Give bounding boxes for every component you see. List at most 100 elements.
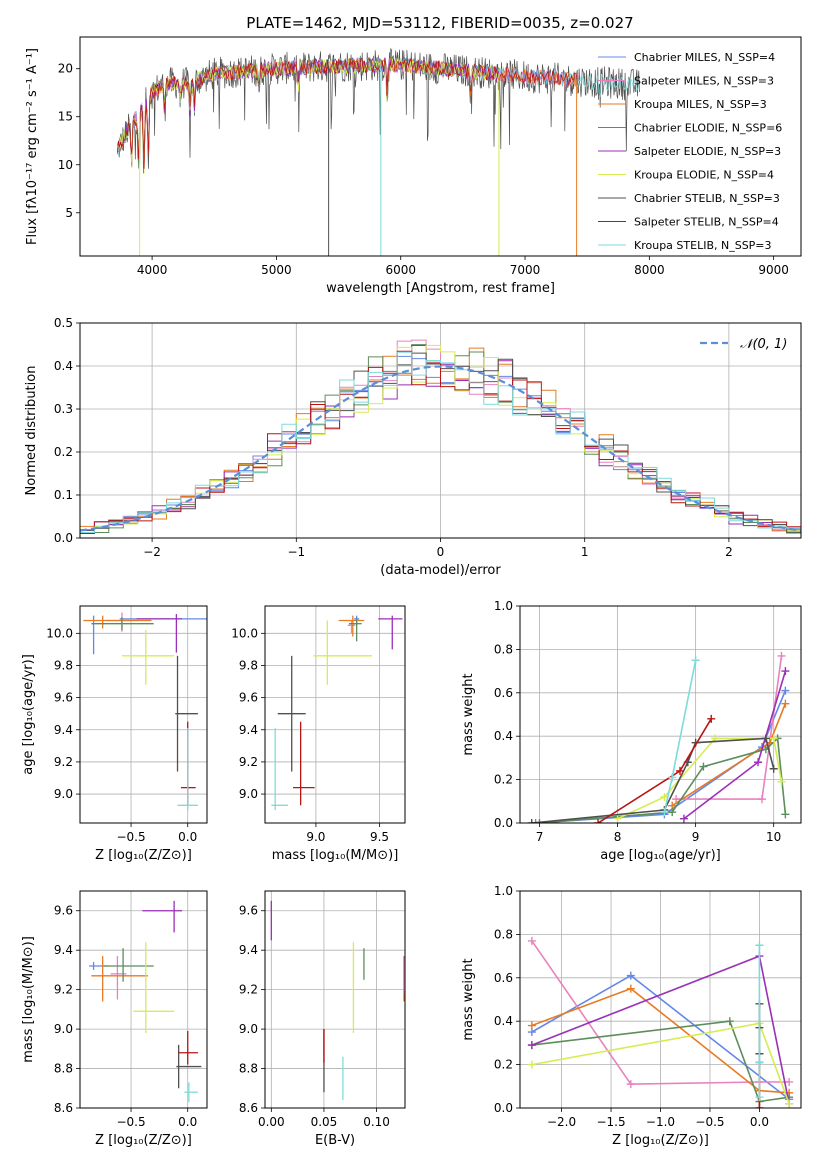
x-tick-label: 8000	[634, 263, 665, 277]
y-tick-label: 8.6	[239, 1101, 258, 1115]
y-axis-label: mass [log₁₀(M/M⊙)]	[21, 936, 36, 1063]
spectrum-line	[117, 47, 640, 174]
errorbar-point	[293, 721, 315, 806]
x-tick-label: 9000	[758, 263, 789, 277]
mass-vs-ebv-panel: 0.00 0.05 0.10 8.6 8.8 9.0 9.2 9.4 9.6 E(B-V)	[239, 890, 406, 1148]
y-tick-label: 1.0	[494, 884, 513, 898]
y-tick-label: 8.6	[54, 1101, 73, 1115]
x-axis-label: wavelength [Angstrom, rest frame]	[326, 281, 555, 296]
weight-marker	[676, 766, 685, 775]
weight-marker	[781, 686, 790, 695]
y-tick-label: 8.8	[54, 1062, 73, 1076]
weight-marker	[626, 984, 635, 993]
x-tick-label: 2	[725, 545, 733, 559]
x-tick-label: 7000	[510, 263, 541, 277]
age-vs-mass-panel: 9.0 9.5 9.0 9.2 9.4 9.6 9.8 10.0 mass [log₁₀(M/M…	[231, 605, 406, 863]
errorbar-point	[338, 615, 365, 637]
x-tick-label: 0.05	[311, 1115, 338, 1129]
weight-marker	[691, 656, 700, 665]
weight-marker	[785, 1099, 794, 1108]
weight-marker	[527, 936, 536, 945]
y-tick-label: 9.0	[239, 1022, 258, 1036]
histogram-steps	[80, 339, 801, 535]
x-tick-label: −0.5	[116, 830, 145, 844]
errorbar-point	[133, 942, 175, 1034]
errorbar-point	[378, 615, 403, 650]
weight-marker	[699, 762, 708, 771]
histogram-line	[80, 350, 801, 535]
legend-entry: Kroupa STELIB, N_SSP=3	[634, 239, 772, 252]
y-tick-label: 9.4	[239, 723, 258, 737]
errorbar-point	[313, 620, 372, 685]
y-tick-label: 8.8	[239, 1062, 258, 1076]
weight-marker	[527, 1060, 536, 1069]
weight-marker	[754, 758, 763, 767]
y-tick-label: 9.6	[239, 691, 258, 705]
y-tick-label: 9.0	[239, 787, 258, 801]
weight-marker	[668, 773, 677, 782]
errorbar-point	[91, 956, 149, 1002]
x-tick-label: 0.0	[178, 830, 197, 844]
x-axis-label: E(B-V)	[315, 1133, 355, 1148]
y-tick-label: 0.8	[494, 927, 513, 941]
weight-marker	[679, 814, 688, 823]
y-tick-label: 0.5	[54, 316, 73, 330]
error-bars	[270, 900, 405, 1101]
grid-lines	[520, 605, 801, 824]
weight-marker	[594, 819, 603, 823]
legend: Chabrier MILES, N_SSP=4 Salpeter MILES, N…	[598, 51, 782, 252]
y-tick-label: 0.6	[494, 971, 513, 985]
figure-title: PLATE=1462, MJD=53112, FIBERID=0035, z=0…	[246, 14, 633, 32]
legend: 𝒩(0, 1)	[700, 337, 787, 352]
weight-line	[531, 1020, 790, 1103]
weight-marker	[755, 1104, 764, 1108]
weight-marker	[769, 734, 778, 743]
x-tick-label: −0.5	[695, 1115, 724, 1129]
legend-entry: Chabrier STELIB, N_SSP=3	[634, 192, 780, 205]
x-tick-label: −1.0	[646, 1115, 675, 1129]
spectra-lines	[116, 47, 640, 256]
errorbar-point	[176, 1044, 202, 1089]
weight-lines	[527, 651, 790, 823]
y-tick-label: 9.8	[54, 658, 73, 672]
axes-frame	[264, 605, 406, 824]
y-tick-label: 20	[58, 62, 73, 76]
x-tick-label: 4000	[137, 263, 168, 277]
legend-entry: Salpeter MILES, N_SSP=3	[634, 75, 774, 88]
y-tick-label: 9.6	[54, 691, 73, 705]
y-tick-label: 9.4	[239, 943, 258, 957]
weight-marker	[781, 810, 790, 819]
x-tick-label: 1	[581, 545, 589, 559]
y-tick-label: 9.6	[54, 904, 73, 918]
x-tick-label: 9.0	[306, 830, 325, 844]
spectrum-line	[116, 57, 501, 174]
y-tick-label: 9.4	[54, 723, 73, 737]
errorbar-point	[91, 617, 154, 631]
axes-frame	[519, 605, 802, 824]
weight-line	[531, 737, 775, 823]
x-tick-label: 0.10	[363, 1115, 390, 1129]
y-tick-label: 9.2	[54, 983, 73, 997]
errorbar-point	[184, 1082, 198, 1103]
y-tick-label: 0.2	[494, 1058, 513, 1072]
x-tick-label: 0.0	[750, 1115, 769, 1129]
grid-lines	[265, 891, 405, 1109]
grid-lines	[80, 606, 207, 823]
y-axis-label: age [log₁₀(age/yr)]	[21, 654, 36, 775]
grid-lines	[80, 891, 207, 1109]
x-tick-label: 5000	[261, 263, 292, 277]
weight-marker	[785, 1077, 794, 1086]
tick-marks: −2 −1 0 1 2 0.0 0.1 0.2 0.3 0.4 0.5	[54, 316, 733, 559]
residuals-panel: −2 −1 0 1 2 0.0 0.1 0.2 0.3 0.4 0.5 (data-model)/er…	[24, 316, 802, 578]
x-tick-label: −2.0	[547, 1115, 576, 1129]
x-tick-label: 9	[692, 830, 700, 844]
weight-vs-age-panel: 7 8 9 10 0.0 0.2 0.4 0.6 0.8 1.0 age [log₁₀(age/yr…	[461, 599, 802, 863]
y-axis-label: Flux [fλ10⁻¹⁷ erg cm⁻² s⁻¹ A⁻¹]	[25, 48, 40, 245]
axes-frame	[79, 605, 208, 824]
x-tick-label: −2	[143, 545, 161, 559]
y-tick-label: 0.0	[494, 816, 513, 830]
weight-marker	[707, 714, 716, 723]
weight-vs-metallicity-panel: −2.0 −1.5 −1.0 −0.5 0.0 0.0 0.2 0.4 0.6 0.8 1.0 Z […	[461, 884, 802, 1148]
x-tick-label: 6000	[385, 263, 416, 277]
weight-marker	[777, 777, 786, 786]
